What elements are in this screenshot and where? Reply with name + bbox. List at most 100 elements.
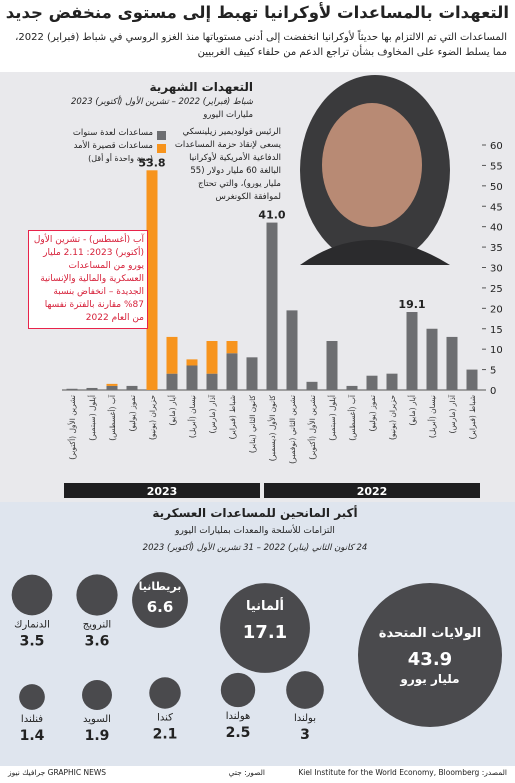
x-tick-label: تموز (يوليو) <box>128 395 137 432</box>
legend-swatch <box>157 131 166 140</box>
bar <box>106 383 118 386</box>
y-tick-label: 0 <box>490 386 496 397</box>
bar <box>166 336 178 374</box>
year-bar <box>264 483 480 498</box>
bubble <box>82 680 112 710</box>
annotation: الرئيس فولوديمير زيلينسكي يسعى لإنقاذ حز… <box>174 127 281 202</box>
y-tick-label: 55 <box>490 161 503 172</box>
bar <box>466 369 478 390</box>
x-tick-label: نيسان (أبريل) <box>427 395 437 438</box>
bar <box>326 341 338 390</box>
y-tick-label: 10 <box>490 345 503 356</box>
year-bar <box>64 483 260 498</box>
x-tick-label: آذار (مارس) <box>447 394 457 433</box>
bubble <box>358 583 502 727</box>
value-label: 19.1 <box>398 298 425 311</box>
x-tick-label: تشرين الأول (أكتوبر) <box>307 395 317 460</box>
bubble-value: 2.1 <box>153 727 178 743</box>
bubble <box>11 574 53 616</box>
y-tick-label: 25 <box>490 284 503 295</box>
brand: GRAPHIC NEWS جرافيك نيوز <box>8 768 107 777</box>
bubble <box>19 684 45 710</box>
legend-label: مساعدات قصيرة الأمد <box>73 141 153 151</box>
bar <box>366 375 378 390</box>
x-tick-label: حزيران (يونيو) <box>148 395 157 440</box>
bar <box>146 170 158 390</box>
value-label: 53.8 <box>138 156 165 169</box>
x-tick-label: شباط (فبراير) <box>468 395 477 439</box>
x-tick-label: أيلول (سبتمبر) <box>87 395 97 441</box>
bubble-name: السويد <box>83 714 111 725</box>
bubble-name: فنلندا <box>21 714 43 725</box>
photo-credit: الصور: جتي <box>228 768 265 777</box>
bar <box>226 353 238 390</box>
bubble <box>220 672 256 708</box>
x-tick-label: أيار (مايو) <box>167 395 177 426</box>
bubble <box>286 671 324 709</box>
bar <box>386 373 398 390</box>
bubble-value: 6.6 <box>147 598 174 616</box>
bar <box>206 341 218 374</box>
bubble-value: 17.1 <box>243 622 287 643</box>
bar <box>246 357 258 390</box>
y-tick-label: 30 <box>490 264 503 275</box>
bubble-name: الدنمارك <box>14 619 50 630</box>
x-tick-label: تموز (يوليو) <box>368 395 377 432</box>
photo <box>300 75 450 265</box>
bar <box>346 385 358 390</box>
bar <box>86 387 98 390</box>
legend-note: (سنة واحدة أو أقل) <box>88 154 153 163</box>
title: التعهدات بالمساعدات لأوكرانيا تهبط إلى م… <box>5 3 509 22</box>
bubble-value: 2.5 <box>226 725 251 741</box>
bubble <box>76 574 118 616</box>
bar <box>106 385 118 390</box>
y-tick-label: 40 <box>490 223 503 234</box>
x-tick-label: تشرين الثاني (نوفمبر) <box>288 395 297 464</box>
bar <box>406 312 418 390</box>
bar <box>426 328 438 390</box>
legend-label: مساعدات لعدة سنوات <box>72 128 153 138</box>
bubble-name: بريطانيا <box>139 580 182 593</box>
y-tick-label: 15 <box>490 325 503 336</box>
bubble-name: النرويج <box>83 620 111 631</box>
chart-title: التعهدات الشهرية <box>149 80 254 94</box>
bubble-name: الولايات المتحدة <box>379 626 481 641</box>
x-tick-label: آب (أغسطس) <box>347 394 357 441</box>
x-tick-label: آذار (مارس) <box>207 394 217 433</box>
bar <box>166 373 178 390</box>
bubble-name: بولندا <box>294 713 316 724</box>
bar <box>126 385 138 390</box>
bar <box>186 365 198 390</box>
x-tick-label: تشرين الأول (أكتوبر) <box>67 395 77 460</box>
bubble-name: هولندا <box>226 711 251 722</box>
bar <box>266 222 278 390</box>
chart-subtitle: شباط (فبراير) 2022 – تشرين الأول (أكتوبر… <box>71 97 253 107</box>
bar <box>446 336 458 390</box>
x-tick-label: كانون الأول (ديسمبر) <box>267 395 277 462</box>
y-tick-label: 45 <box>490 202 503 213</box>
bubble-value: 3.5 <box>20 633 45 649</box>
x-tick-label: نيسان (أبريل) <box>187 395 197 438</box>
y-tick-label: 60 <box>490 141 503 152</box>
subtitle: المساعدات التي تم الالتزام بها حديثاً لأ… <box>15 32 507 58</box>
bubble-value: 3 <box>300 727 310 743</box>
x-tick-label: أيلول (سبتمبر) <box>327 395 337 441</box>
bar <box>226 341 238 354</box>
value-label: 41.0 <box>258 209 285 222</box>
y-axis-label: مليارات اليورو <box>203 110 253 120</box>
bar <box>206 373 218 390</box>
x-tick-label: آب (أغسطس) <box>107 394 117 441</box>
year-label: 2023 <box>147 485 178 498</box>
y-tick-label: 35 <box>490 243 503 254</box>
y-tick-label: 50 <box>490 182 503 193</box>
callout: آب (أغسطس) - تشرين الأول (أكتوبر) 2023: … <box>28 230 148 329</box>
y-tick-label: 20 <box>490 304 503 315</box>
bubble-value: 3.6 <box>85 634 110 650</box>
bubble <box>132 572 188 628</box>
donors-period: 24 كانون الثاني (يناير) 2022 – 31 تشرين … <box>142 543 368 553</box>
bubble <box>149 677 181 709</box>
bar <box>286 310 298 390</box>
bar <box>186 359 198 366</box>
y-tick-label: 5 <box>490 366 496 377</box>
